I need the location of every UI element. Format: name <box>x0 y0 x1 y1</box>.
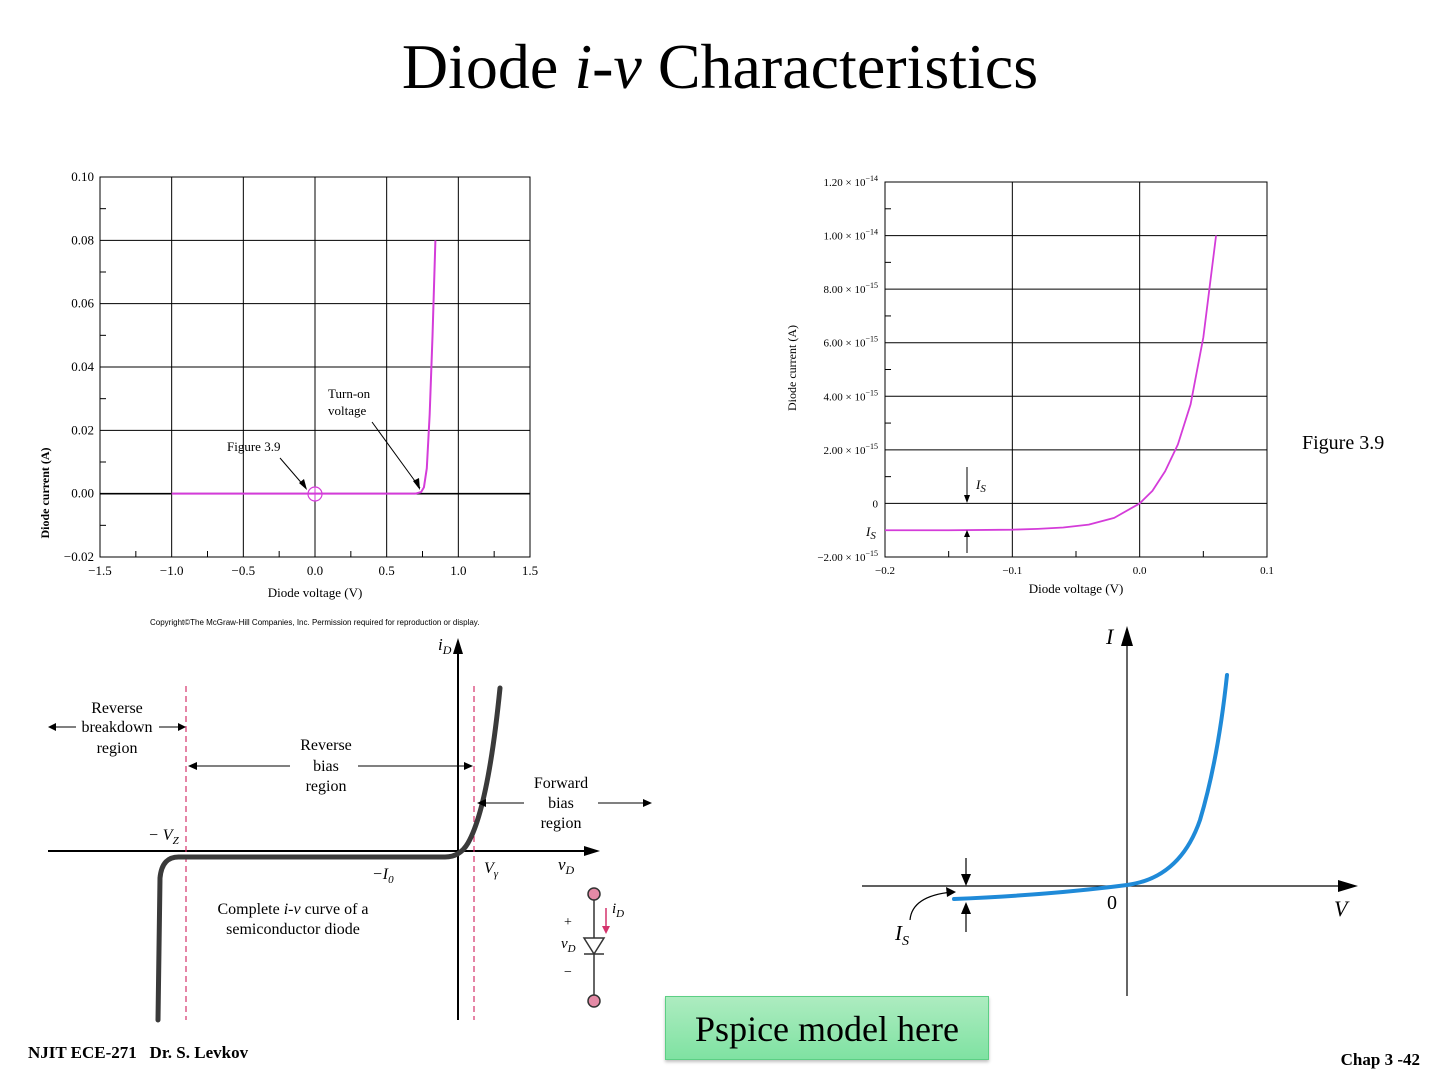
diagram-br-axis-y: I <box>1105 624 1115 649</box>
diagram-bl-vgamma: Vγ <box>484 860 499 880</box>
chart2-ytick: 6.00 × 10−15 <box>824 335 878 350</box>
chart2-ticks: −0.2 −0.1 0.0 0.1 −2.00 × 10−15 0 2.00 × 10−15… <box>817 174 1274 577</box>
chart1-xtick: −1.0 <box>160 563 184 578</box>
diagram-bl-rbias-1: Reverse <box>300 737 352 754</box>
chart1-xtick: −1.5 <box>88 563 112 578</box>
chart2-series <box>885 235 1217 532</box>
diagram-bl-caption2: semiconductor diode <box>226 921 360 938</box>
chart1-ytick: 0.10 <box>71 169 94 184</box>
diagram-bl-fbias-1: Forward <box>534 775 588 792</box>
chart1-xtick: −0.5 <box>232 563 256 578</box>
pspice-model-button[interactable]: Pspice model here <box>665 996 989 1060</box>
chart2-ytick: −2.00 × 10−15 <box>817 549 878 564</box>
diagram-bl-rbias-3: region <box>306 778 347 795</box>
figure-label: Figure 3.9 <box>1302 432 1385 454</box>
chart2-ylabel: Diode current (A) <box>785 325 799 411</box>
chart1-ytick: 0.00 <box>71 486 94 501</box>
chart2-ytick: 1.00 × 10−14 <box>824 228 878 243</box>
diagram-complete-iv: iD vD Reverse breakdown region Reverse b… <box>48 635 652 1023</box>
chart2-ytick: 2.00 × 10−15 <box>824 442 878 457</box>
chart1-xtick: 0.5 <box>379 563 395 578</box>
chart1-series <box>171 240 437 495</box>
chart1-ytick: 0.06 <box>71 296 94 311</box>
chart2-ytick: 1.20 × 10−14 <box>824 174 878 189</box>
footer-page-number: Chap 3 -42 <box>1340 1050 1420 1069</box>
chart2-series-line <box>885 235 1217 532</box>
chart2-ytick: 4.00 × 10−15 <box>824 388 878 403</box>
chart2-grid <box>884 181 1268 558</box>
diagram-bl-minus: − <box>564 965 572 980</box>
diagram-bl-plus: + <box>564 915 572 930</box>
chart2-annot-is-lower: IS <box>865 524 876 542</box>
chart2-xtick: 0.1 <box>1260 565 1274 577</box>
chart1-xtick: 0.0 <box>307 563 323 578</box>
diagram-bl-axis-x: vD <box>558 855 575 877</box>
diagram-bl-fbias-2: bias <box>548 795 574 812</box>
chart2-ytick: 8.00 × 10−15 <box>824 281 878 296</box>
chart1-xtick: 1.0 <box>450 563 466 578</box>
diagram-simple-iv: I V 0 IS <box>862 624 1358 996</box>
chart1-ticks: −1.5 −1.0 −0.5 0.0 0.5 1.0 1.5 −0.02 0.00 0.02 0.0… <box>64 169 538 578</box>
diagram-bl-vd: vD <box>561 936 576 955</box>
diagram-bl-caption1: Complete i-v curve of a <box>217 901 368 918</box>
chart-diode-iv-full: −1.5 −1.0 −0.5 0.0 0.5 1.0 1.5 −0.02 0.00 0.02 0.0… <box>38 169 538 600</box>
slide-title: Diode i-v Characteristics <box>401 31 1039 102</box>
chart1-annot-fig39: Figure 3.9 <box>227 439 280 454</box>
chart-diode-iv-zoom: −0.2 −0.1 0.0 0.1 −2.00 × 10−15 0 2.00 × 10−15… <box>785 174 1274 596</box>
diagram-bl-id: iD <box>612 901 624 920</box>
chart1-xtick: 1.5 <box>522 563 538 578</box>
diagram-br-axis-x: V <box>1334 896 1350 921</box>
chart1-ytick: 0.08 <box>71 232 94 247</box>
diagram-br-is: IS <box>894 921 909 949</box>
chart1-xlabel: Diode voltage (V) <box>268 585 363 600</box>
diagram-bl-rb-3: region <box>97 740 138 757</box>
chart1-annot-voltage: voltage <box>328 403 366 418</box>
diagram-bl-rbias-2: bias <box>313 758 339 775</box>
diagram-bl-axis-y: iD <box>438 635 452 657</box>
copyright-note: Copyright©The McGraw-Hill Companies, Inc… <box>150 618 480 627</box>
chart2-xtick: −0.2 <box>875 565 895 577</box>
chart2-xtick: 0.0 <box>1133 565 1147 577</box>
footer-course: NJIT ECE-271 Dr. S. Levkov <box>28 1043 249 1062</box>
chart1-ytick: 0.04 <box>71 359 94 374</box>
chart2-xtick: −0.1 <box>1002 565 1022 577</box>
chart1-annot-turnon: Turn-on <box>328 386 371 401</box>
diagram-bl-io: −I0 <box>372 866 394 886</box>
chart2-xlabel: Diode voltage (V) <box>1029 581 1124 596</box>
chart1-ytick: 0.02 <box>71 422 94 437</box>
chart2-annot-is-upper: IS <box>975 477 986 495</box>
diagram-bl-fbias-3: region <box>541 815 582 832</box>
chart1-series-line <box>171 240 437 495</box>
chart2-ytick: 0 <box>873 498 879 510</box>
chart1-ytick: −0.02 <box>64 549 94 564</box>
diagram-bl-rb-1: Reverse <box>91 700 143 717</box>
diode-symbol <box>582 887 610 1008</box>
diagram-bl-rb-2: breakdown <box>81 719 152 736</box>
diagram-bl-vz: − VZ <box>148 827 180 847</box>
diagram-br-origin: 0 <box>1107 892 1117 914</box>
chart1-ylabel: Diode current (A) <box>38 447 52 538</box>
